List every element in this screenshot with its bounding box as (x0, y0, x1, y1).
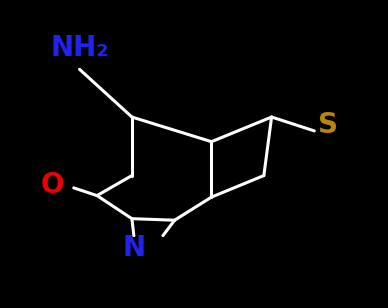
Text: NH₂: NH₂ (50, 34, 109, 62)
Text: N: N (122, 234, 146, 262)
Text: O: O (41, 171, 64, 199)
Text: S: S (318, 111, 338, 139)
